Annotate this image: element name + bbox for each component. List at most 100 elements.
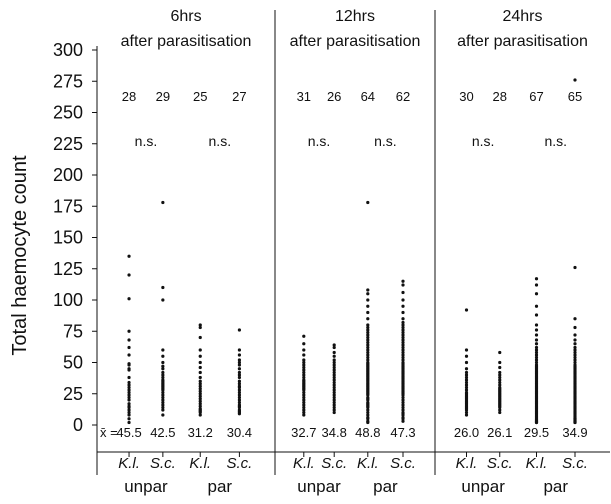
data-point	[127, 329, 131, 333]
data-point	[401, 400, 405, 405]
data-point	[332, 395, 336, 400]
panel-title-subtitle: after parasitisation	[290, 33, 421, 50]
data-point	[498, 410, 502, 415]
data-point	[302, 360, 306, 365]
species-label: K.l.	[526, 455, 548, 472]
data-point	[401, 328, 405, 332]
data-point	[237, 370, 241, 375]
data-point	[198, 397, 202, 401]
data-point	[302, 408, 306, 412]
data-point	[573, 265, 577, 270]
data-point	[534, 360, 539, 365]
data-point	[237, 412, 241, 416]
data-point	[366, 340, 370, 345]
data-point	[198, 402, 202, 406]
data-point	[464, 360, 469, 365]
panel-title-time: 12hrs	[335, 8, 375, 25]
group-3: 64 48.8 K.l.	[355, 89, 380, 472]
data-point	[534, 283, 539, 287]
data-point	[366, 417, 370, 421]
data-point	[332, 365, 336, 370]
data-point	[302, 373, 306, 377]
data-point	[573, 355, 577, 360]
data-point	[332, 343, 336, 347]
sample-size-label: 62	[396, 89, 410, 104]
ns-label-par: n.s.	[209, 133, 232, 149]
data-point	[464, 308, 469, 312]
data-point	[366, 358, 370, 362]
data-point	[237, 405, 241, 410]
data-point	[127, 398, 131, 402]
group-2: 28 26.1 S.c.	[487, 89, 513, 472]
data-point	[366, 288, 370, 292]
data-point	[534, 338, 539, 342]
data-point	[127, 420, 131, 425]
data-point	[332, 350, 336, 355]
data-point	[534, 353, 539, 357]
data-point	[366, 420, 370, 425]
data-point	[401, 298, 405, 302]
data-point	[366, 410, 370, 415]
data-point	[302, 370, 306, 375]
data-point	[401, 290, 405, 295]
data-point	[198, 394, 202, 398]
data-point	[332, 380, 336, 385]
data-point	[237, 382, 241, 386]
data-point	[464, 383, 469, 387]
data-point	[127, 353, 131, 357]
data-point	[401, 310, 405, 315]
data-point	[237, 388, 241, 392]
data-point	[332, 363, 336, 367]
data-point	[498, 370, 502, 375]
data-point	[498, 405, 502, 410]
ns-label-par: n.s.	[544, 133, 567, 149]
data-point	[366, 338, 370, 342]
data-point	[534, 358, 539, 362]
mean-value-label: 31.2	[188, 425, 213, 440]
species-label: S.c.	[562, 455, 588, 472]
data-point	[161, 373, 165, 377]
data-point	[573, 325, 577, 330]
data-point	[401, 405, 405, 410]
data-point	[161, 395, 165, 400]
data-point	[198, 399, 202, 403]
species-label: K.l.	[357, 455, 379, 472]
data-point	[332, 398, 336, 402]
data-point	[161, 364, 165, 368]
ns-label-unpar: n.s.	[135, 133, 158, 149]
panel-title-subtitle: after parasitisation	[121, 33, 252, 50]
sample-size-label: 64	[361, 89, 375, 104]
data-point	[401, 283, 405, 287]
data-point	[332, 375, 336, 380]
data-point	[237, 379, 241, 383]
data-point	[401, 343, 405, 347]
data-point	[161, 405, 165, 410]
y-tick-label: 250	[53, 103, 83, 123]
data-point	[498, 380, 502, 385]
data-point	[161, 354, 165, 358]
mean-value-label: 47.3	[390, 425, 415, 440]
species-label: K.l.	[118, 455, 140, 472]
ns-label-par: n.s.	[374, 133, 397, 149]
data-point	[237, 390, 241, 395]
condition-label-unpar: unpar	[297, 477, 341, 496]
data-point	[302, 400, 306, 405]
condition-label-unpar: unpar	[124, 477, 168, 496]
group-1: 30 26.0 K.l.	[454, 89, 479, 472]
group-1: 31 32.7 K.l.	[291, 89, 316, 472]
species-label: S.c.	[150, 455, 176, 472]
data-point	[498, 373, 502, 377]
data-point	[573, 353, 577, 357]
data-point	[127, 390, 131, 395]
data-point	[534, 333, 539, 337]
data-point	[464, 378, 469, 382]
data-point	[534, 292, 539, 296]
group-2: 29 42.5 S.c.	[150, 89, 176, 472]
data-point	[401, 335, 405, 340]
mean-value-label: 42.5	[150, 425, 175, 440]
data-point	[366, 355, 370, 360]
data-point	[161, 403, 165, 407]
data-point	[573, 348, 577, 352]
data-point	[161, 367, 165, 371]
data-point	[401, 358, 405, 362]
